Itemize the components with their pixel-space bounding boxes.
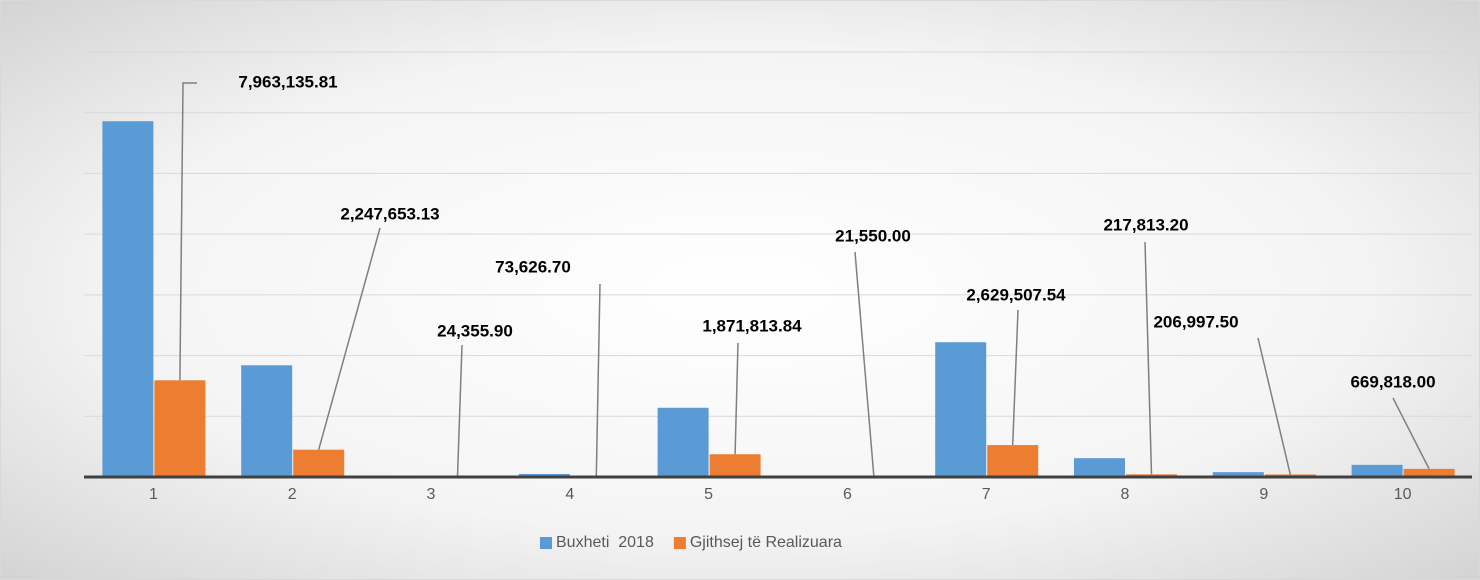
data-label: 2,247,653.13 xyxy=(340,204,439,223)
bar xyxy=(987,445,1039,477)
x-tick-label: 6 xyxy=(843,486,852,503)
data-label: 669,818.00 xyxy=(1350,372,1435,391)
x-tick-label: 10 xyxy=(1394,486,1412,503)
legend-label: Buxheti 2018 xyxy=(556,534,654,551)
x-tick-label: 1 xyxy=(149,486,158,503)
x-tick-label: 4 xyxy=(565,486,574,503)
data-label: 217,813.20 xyxy=(1103,215,1188,234)
data-label: 7,963,135.81 xyxy=(238,72,337,91)
leader-line xyxy=(1011,309,1019,446)
bar xyxy=(102,121,154,477)
bar xyxy=(293,449,345,477)
x-tick-label: 2 xyxy=(288,486,297,503)
bar xyxy=(935,342,987,477)
leader-line xyxy=(456,344,463,477)
x-tick-label: 5 xyxy=(704,486,713,503)
bar xyxy=(657,407,709,477)
bar xyxy=(1351,464,1403,477)
data-label: 24,355.90 xyxy=(437,321,513,340)
bar xyxy=(1212,472,1264,477)
leader-line xyxy=(595,283,601,477)
leader-line xyxy=(1392,397,1430,470)
leader-line xyxy=(179,82,197,381)
bar xyxy=(154,380,206,477)
bar xyxy=(241,365,293,477)
bar xyxy=(1074,458,1125,477)
legend-swatch xyxy=(673,537,686,549)
leader-line xyxy=(1257,337,1292,475)
data-label: 73,626.70 xyxy=(495,257,571,276)
x-tick-label: 8 xyxy=(1121,486,1130,503)
leader-line xyxy=(734,342,739,455)
bar xyxy=(518,473,570,477)
legend-label: Gjithsej të Realizuara xyxy=(690,534,842,551)
bar xyxy=(1403,468,1455,477)
legend-swatch xyxy=(540,537,552,549)
x-tick-label: 3 xyxy=(427,486,436,503)
leader-line xyxy=(854,251,875,477)
bar xyxy=(709,454,761,477)
x-tick-label: 9 xyxy=(1259,486,1268,503)
x-tick-label: 7 xyxy=(982,486,991,503)
data-label: 1,871,813.84 xyxy=(702,316,802,335)
data-label: 206,997.50 xyxy=(1153,312,1238,331)
leader-line xyxy=(317,227,381,450)
data-label: 2,629,507.54 xyxy=(966,285,1066,304)
leader-line xyxy=(1144,241,1153,475)
data-label: 21,550.00 xyxy=(835,226,911,245)
